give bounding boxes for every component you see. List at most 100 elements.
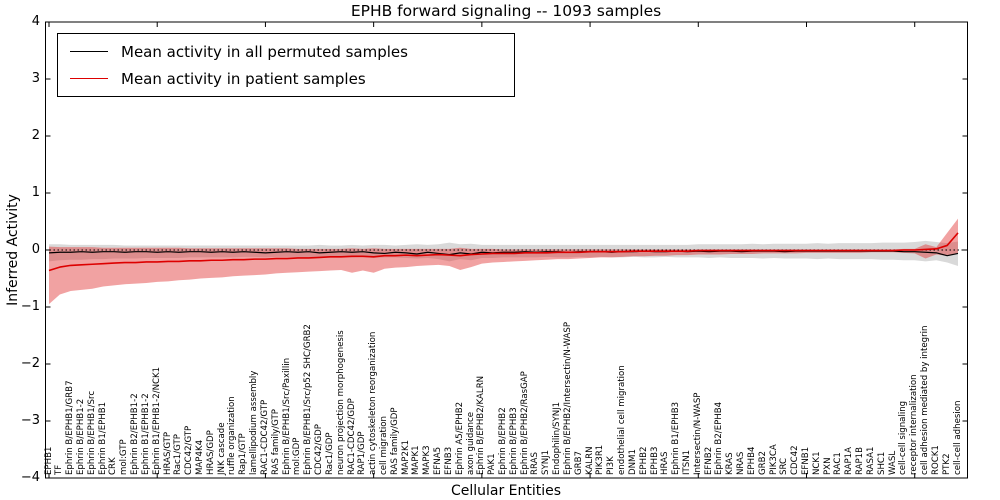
y-tick-label: 1	[31, 185, 40, 200]
x-category-label: Rac1/GTP	[173, 434, 184, 475]
y-tick-label: −1	[20, 299, 40, 314]
x-category-label: PI3K	[606, 456, 617, 475]
y-tick-label: −4	[20, 470, 40, 485]
x-category-label: Ephrin B/EPHB2/KALRN	[476, 375, 487, 475]
x-category-label: RAC1-CDC42/GTP	[259, 399, 270, 475]
x-category-label: Ephrin B/EPHB1/Src/p52 SHC/GRB2	[303, 324, 314, 475]
x-category-label: SHC1	[876, 451, 887, 475]
x-category-label: axon guidance	[465, 412, 476, 475]
y-tick-label: 3	[31, 71, 40, 86]
legend: Mean activity in all permuted samples Me…	[57, 33, 515, 97]
x-category-label: Ephrin B/EPHB2	[498, 407, 508, 475]
x-category-label: TF	[54, 464, 65, 475]
x-category-label: Rac1/GDP	[324, 432, 335, 475]
y-tick-label: −3	[20, 413, 40, 428]
x-category-label: EFNB1	[801, 446, 811, 475]
x-category-label: JNK cascade	[216, 422, 227, 475]
x-category-label: ITSN1	[681, 449, 692, 475]
x-category-label: CDC42/GTP	[184, 425, 195, 475]
legend-entry-permuted: Mean activity in all permuted samples	[70, 43, 514, 61]
x-category-label: PTK2	[941, 453, 952, 475]
x-category-label: Ephrin B/EPHB3	[508, 407, 519, 475]
x-category-label: RAC1-CDC42/GDP	[346, 398, 357, 475]
x-category-label: endothelial cell migration	[617, 365, 628, 475]
x-category-label: EFNA5	[433, 446, 444, 475]
x-category-label: NRAS	[736, 451, 747, 475]
x-category-label: Ephrin B/EPHB1-2	[75, 398, 86, 475]
x-category-label: KALRN	[584, 446, 595, 475]
x-category-label: ruffle organization	[227, 396, 238, 475]
x-category-label: cell-cell adhesion	[952, 400, 963, 475]
x-category-label: EPHB1	[43, 446, 54, 475]
legend-line-sample-permuted	[70, 51, 108, 52]
x-category-label: cell migration	[378, 416, 389, 475]
x-category-label: Rap1/GTP	[238, 433, 249, 475]
x-category-label: MAPK1	[411, 445, 422, 475]
x-category-label: RAS family/GDP	[389, 407, 400, 475]
x-category-label: WASL	[887, 450, 898, 475]
x-category-label: CDC42/GDP	[314, 424, 325, 475]
x-category-label: Endophilin/SYNJ1	[552, 401, 563, 475]
patient-band	[49, 218, 958, 305]
x-category-label: RRAS	[530, 452, 541, 475]
x-category-label: lamellipodium assembly	[249, 370, 260, 475]
x-category-label: MAPK3	[422, 445, 433, 475]
x-category-label: RAP1A	[844, 446, 855, 475]
x-category-label: Intersectin/N-WASP	[692, 392, 703, 475]
x-category-label: RASA1	[865, 446, 876, 475]
x-category-label: Ephrin B/EPHB2/RasGAP	[519, 371, 530, 475]
x-category-label: PIK3R1	[595, 444, 606, 475]
x-category-label: neuron projection morphogenesis	[335, 330, 346, 475]
x-category-label: Ephrin B1/EPHB1-2	[140, 393, 151, 475]
x-category-label: cell-cell signaling	[898, 400, 909, 475]
x-category-label: receptor internalization	[909, 374, 920, 475]
patient-mean-line	[48, 232, 959, 272]
x-category-label: NCK1	[811, 451, 822, 475]
x-category-label: Ephrin B/EPHB1/Src	[86, 390, 97, 475]
x-category-label: Ephrin B1/EPHB1	[97, 401, 108, 475]
x-category-label: CDC42	[790, 445, 801, 475]
x-category-label: HRAS	[660, 451, 671, 475]
x-category-label: ROCK1	[930, 445, 941, 475]
x-category-label: EFNB2	[703, 446, 714, 475]
x-category-label: CRK	[108, 457, 119, 475]
x-category-label: Ephrin B/EPHB2/Intersectin/N-WASP	[562, 321, 573, 475]
x-category-label: PXN	[822, 457, 833, 476]
x-category-label: RAP1B	[855, 446, 866, 475]
x-category-label: EPHB2	[638, 446, 649, 475]
x-category-label: SRC	[779, 458, 790, 475]
x-category-label: mol:GDP	[292, 437, 303, 475]
x-category-label: Ephrin B2/EPHB1-2	[130, 393, 141, 475]
x-category-label: EPHB4	[746, 446, 757, 475]
y-tick-label: 2	[31, 128, 40, 143]
x-category-label: HRAS/GDP	[205, 430, 216, 475]
y-tick-label: 0	[31, 242, 40, 257]
x-category-label: Ephrin B/EPHB1/GRB7	[65, 380, 76, 475]
x-category-label: Ephrin A5/EPHB2	[454, 401, 465, 475]
x-category-label: actin cytoskeleton reorganization	[368, 331, 379, 475]
x-category-label: Ephrin B2/EPHB4	[714, 401, 725, 475]
x-category-label: Ephrin B/EPHB1/Src/Paxillin	[281, 357, 292, 475]
x-category-label: MAP4K4	[195, 439, 205, 475]
x-category-label: PIK3CA	[768, 444, 779, 475]
x-category-label: cell adhesion mediated by integrin	[920, 325, 931, 475]
x-category-label: HRAS/GTP	[162, 431, 173, 475]
x-category-label: GRB2	[757, 451, 768, 475]
x-category-label: RAP1/GDP	[357, 431, 368, 475]
x-category-label: RAS family/GTP	[270, 409, 281, 475]
x-category-label: EFNB3	[443, 446, 454, 475]
legend-line-sample-patient	[70, 78, 108, 79]
x-category-label: PAK1	[487, 453, 498, 475]
y-tick-label: −2	[20, 356, 40, 371]
x-axis-label: Cellular Entities	[450, 483, 562, 499]
legend-label-patient: Mean activity in patient samples	[121, 69, 366, 88]
x-category-label: MAP2K1	[400, 439, 411, 475]
x-category-label: KRAS	[725, 452, 736, 475]
x-category-label: Ephrin B1/EPHB3	[671, 401, 682, 475]
chart-title: EPHB forward signaling -- 1093 samples	[350, 2, 662, 20]
x-category-label: SYNJ1	[541, 449, 552, 475]
x-category-label: Ephrin B1/EPHB1-2/NCK1	[151, 366, 162, 475]
x-category-label: DNM1	[627, 449, 638, 475]
